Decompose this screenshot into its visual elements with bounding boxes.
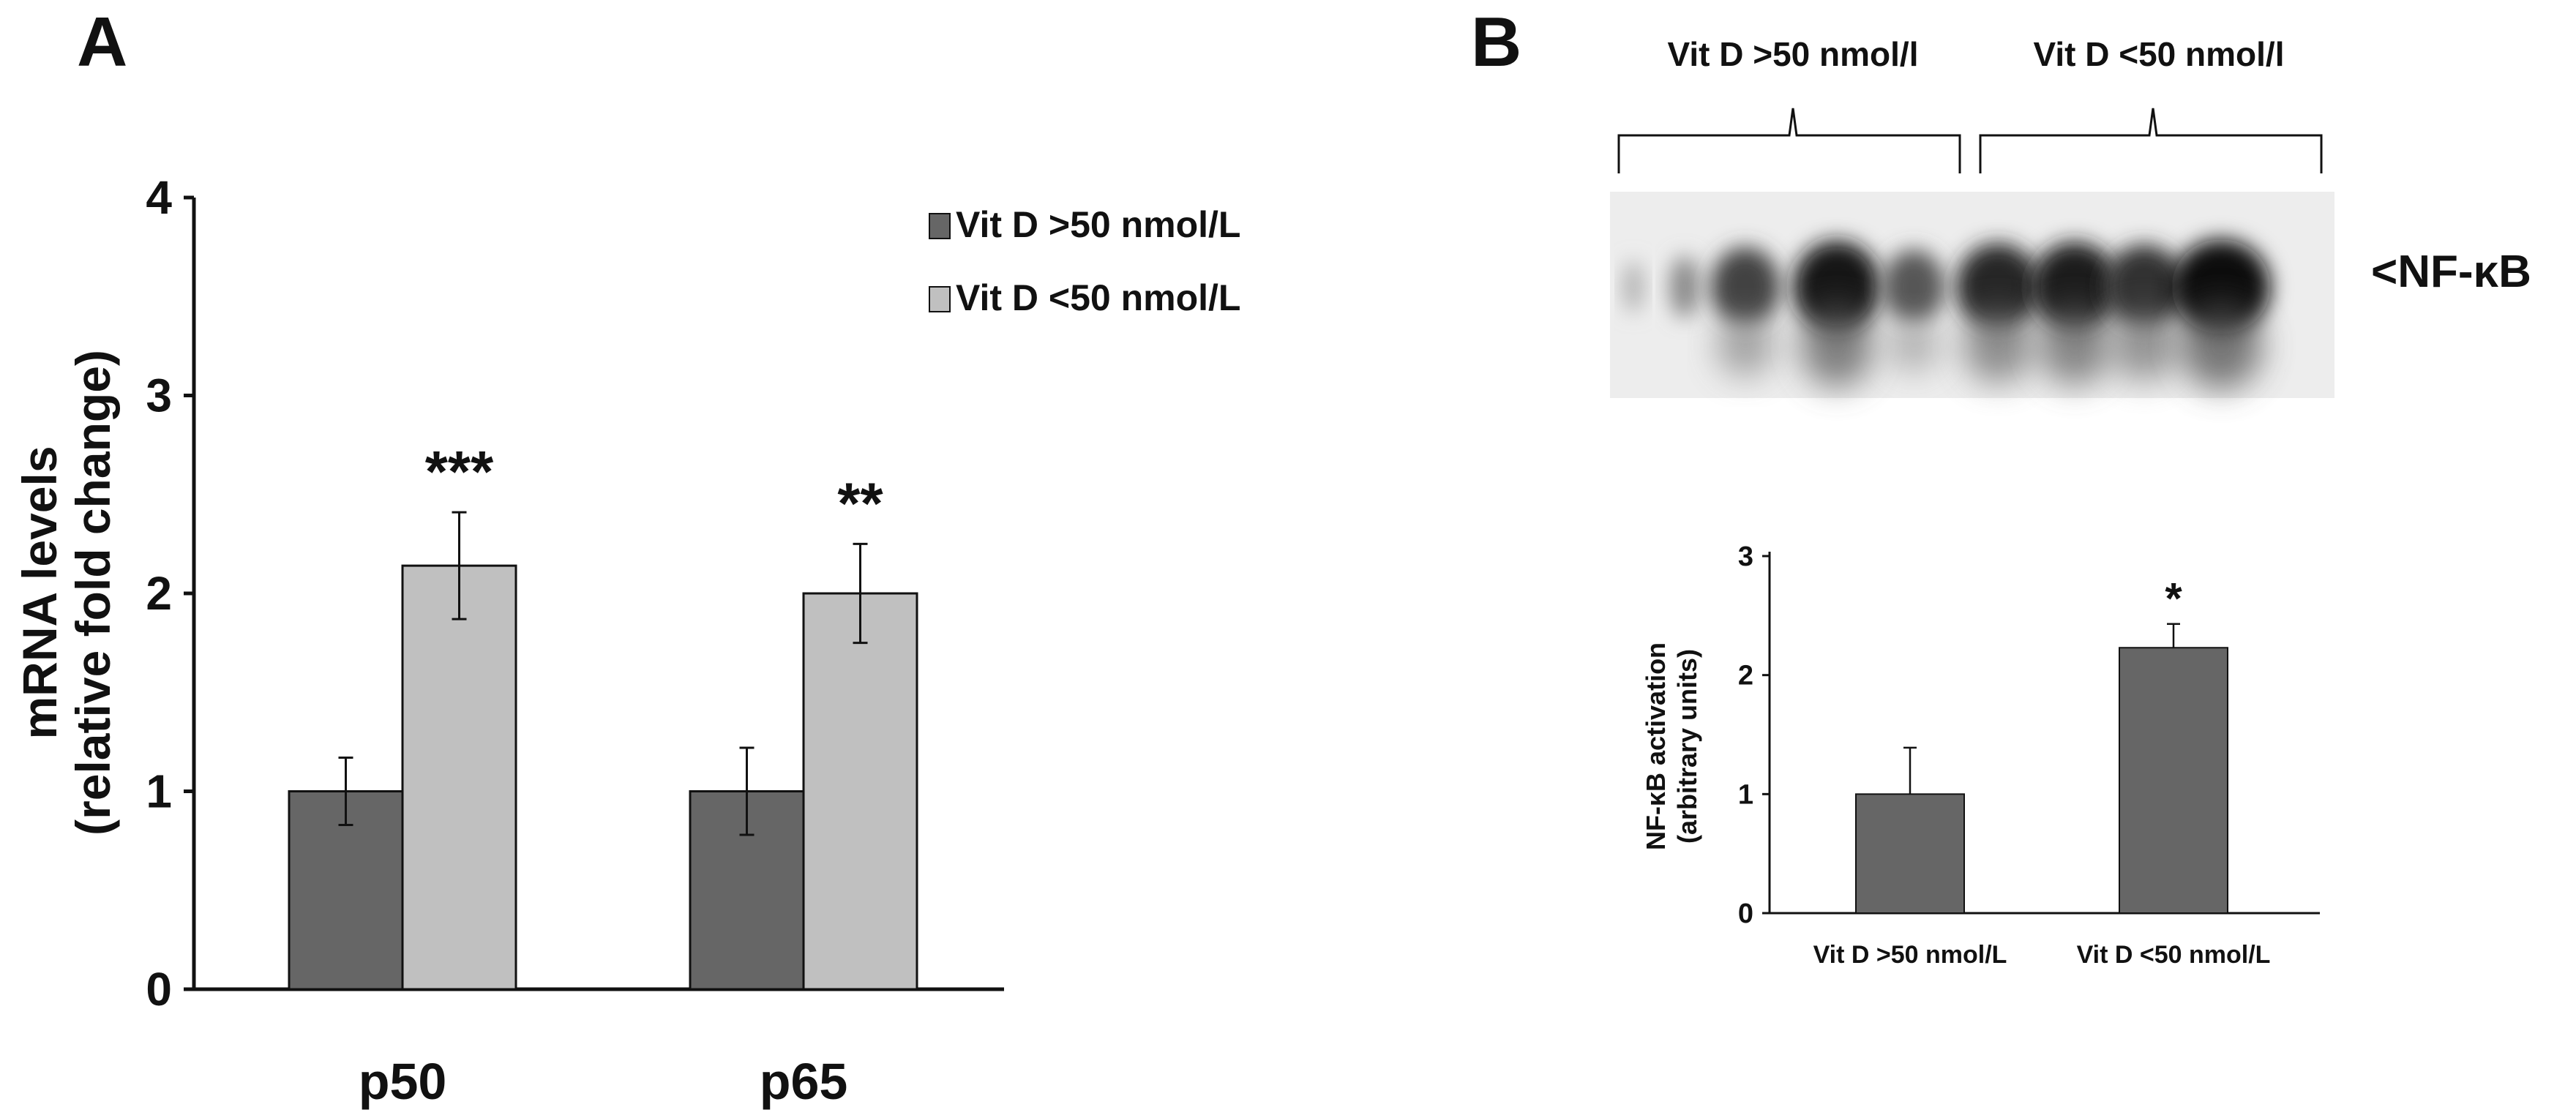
blot-smear-lane-3 [1716,315,1775,376]
blot-band-lane-5 [1882,250,1945,324]
error-bar-p50-series-1 [338,757,353,826]
blot-band-lane-2 [1670,255,1699,318]
panel-b-bars: * [1855,574,2228,915]
legend-label-series-1: Vit D >50 nmol/L [956,204,1240,245]
blot-bracket-high [1617,108,1961,173]
panel-a-ylabel-line2: (relative fold change) [66,350,120,836]
panel-b-bar-1 [1855,793,1965,915]
panel-b-category-label-2: Vit D <50 nmol/L [2077,941,2271,969]
panel-a-y-axis-label: mRNA levels (relative fold change) [12,350,120,836]
error-bar-p65-series-1 [739,746,755,836]
bar-p65-series-1 [689,790,805,991]
panel-b-category-labels: Vit D >50 nmol/L Vit D <50 nmol/L [1813,941,2271,969]
legend-label-series-2: Vit D <50 nmol/L [956,277,1240,318]
panel-a-bars: *** ** [288,439,918,991]
panel-b-y-tick-label: 0 [1738,898,1753,929]
panel-b-y-axis-label: NF-κB activation (arbitrary units) [1641,642,1702,850]
panel-b-y-ticks: 0 1 2 3 [1738,541,1770,929]
blot-bands [1624,239,2271,389]
blot-band-lane-6 [1955,243,2040,331]
panel-b-bar-2 [2119,647,2228,915]
bar-p65-series-2 [802,592,918,991]
blot-band-lane-1 [1624,260,1643,313]
panel-b-category-label-1: Vit D >50 nmol/L [1813,941,2007,969]
category-label-p65: p65 [760,1053,848,1110]
panel-a-category-labels: p50 p65 [359,1053,848,1110]
panel-b-error-bar-1 [1903,746,1917,795]
panel-a-y-tick-label: 1 [146,765,172,818]
blot-band-lane-4 [1793,240,1881,334]
panel-a-y-tick-label: 0 [146,963,172,1016]
panel-b-ylabel-line2: (arbitrary units) [1672,649,1702,844]
blot-bracket-low [1979,108,2323,173]
blot-group-label-low: Vit D <50 nmol/l [2034,35,2285,73]
panel-a-y-tick-label: 3 [146,369,172,422]
panel-a-y-tick-label: 2 [146,567,172,620]
blot-smear-lane-9 [2179,301,2263,389]
panel-b-y-tick-label: 2 [1738,661,1753,691]
blot-smear-lane-4 [1800,304,1873,387]
panel-a-y-ticks: 0 1 2 3 4 [146,171,194,1016]
nfkb-marker-label: <NF-κB [2371,247,2531,297]
blot-band-lane-3 [1710,247,1781,327]
error-bar-p65-series-2 [853,542,868,645]
panel-b-y-tick-label: 3 [1738,541,1753,572]
panel-b-y-tick-label: 1 [1738,779,1753,810]
panel-a-legend: Vit D >50 nmol/L Vit D <50 nmol/L [929,204,1240,318]
blot-band-lane-7 [2031,241,2119,332]
panel-b-letter: B [1471,3,1521,81]
blot-smear-lane-6 [1963,308,2033,383]
bar-p50-series-2 [401,564,517,991]
significance-marker-p50: *** [425,439,494,504]
significance-marker-p65: ** [837,470,883,536]
panel-a-y-tick-label: 4 [146,171,172,224]
panel-a-ylabel-line1: mRNA levels [12,446,67,739]
legend-swatch-series-1 [929,213,951,239]
blot-group-label-high: Vit D >50 nmol/l [1668,35,1919,73]
error-bar-p50-series-2 [452,511,467,620]
panel-b-significance-marker: * [2165,574,2182,623]
blot-band-lane-8 [2104,244,2184,329]
western-blot-image [1610,192,2334,398]
panel-b-error-bar-2 [2167,623,2180,648]
category-label-p50: p50 [359,1053,447,1110]
panel-a: A mRNA levels (relative fold change) 0 1 2… [12,3,1240,1110]
panel-b: B Vit D >50 nmol/l Vit D <50 nmol/l <NF-… [1471,3,2531,969]
legend-swatch-series-2 [929,286,951,312]
blot-smear-lane-7 [2038,306,2111,385]
blot-smear-lane-8 [2111,310,2178,380]
blot-smear-lane-5 [1887,319,1940,372]
panel-b-ylabel-line1: NF-κB activation [1641,642,1671,850]
panel-a-letter: A [77,3,127,81]
